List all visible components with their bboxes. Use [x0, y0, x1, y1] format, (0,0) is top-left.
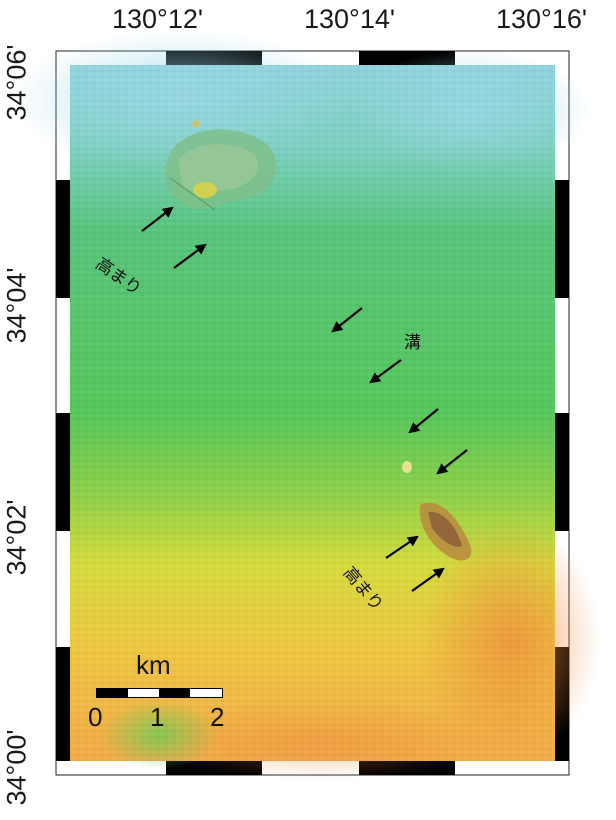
arrow-trench-1: [331, 307, 363, 333]
latitude-label-34-02: 34°02': [1, 499, 32, 576]
annotation-arrows: [141, 206, 468, 592]
scale-tick-2: 2: [210, 702, 225, 732]
rise-feature-1: [165, 120, 277, 211]
trench-label: 溝: [404, 333, 421, 353]
arrow-trench-2: [369, 359, 402, 384]
arrow-rise-1a: [141, 206, 174, 232]
arrow-rise-2a: [385, 535, 419, 559]
scale-tick-1: 1: [150, 702, 165, 732]
arrow-rise-2b: [411, 567, 445, 592]
latitude-label-34-04: 34°04': [1, 267, 32, 344]
arrow-trench-4: [436, 449, 468, 475]
latitude-label-34-00: 34°00': [1, 729, 32, 806]
scale-bar-seg-1: [97, 689, 128, 697]
scale-bar-unit: km: [136, 650, 171, 680]
scale-bar: [96, 688, 223, 698]
rise-feature-2: [402, 461, 472, 561]
scale-bar-seg-3: [159, 689, 190, 697]
arrow-trench-3: [408, 408, 439, 434]
latitude-label-34-06: 34°06': [1, 44, 32, 121]
longitude-label-130-14: 130°14': [304, 4, 396, 34]
arrow-rise-1b: [173, 243, 207, 269]
scale-tick-0: 0: [88, 702, 103, 732]
longitude-label-130-12: 130°12': [112, 4, 204, 34]
bathymetry-raster: [10, 30, 600, 780]
longitude-label-130-16: 130°16': [496, 4, 588, 34]
